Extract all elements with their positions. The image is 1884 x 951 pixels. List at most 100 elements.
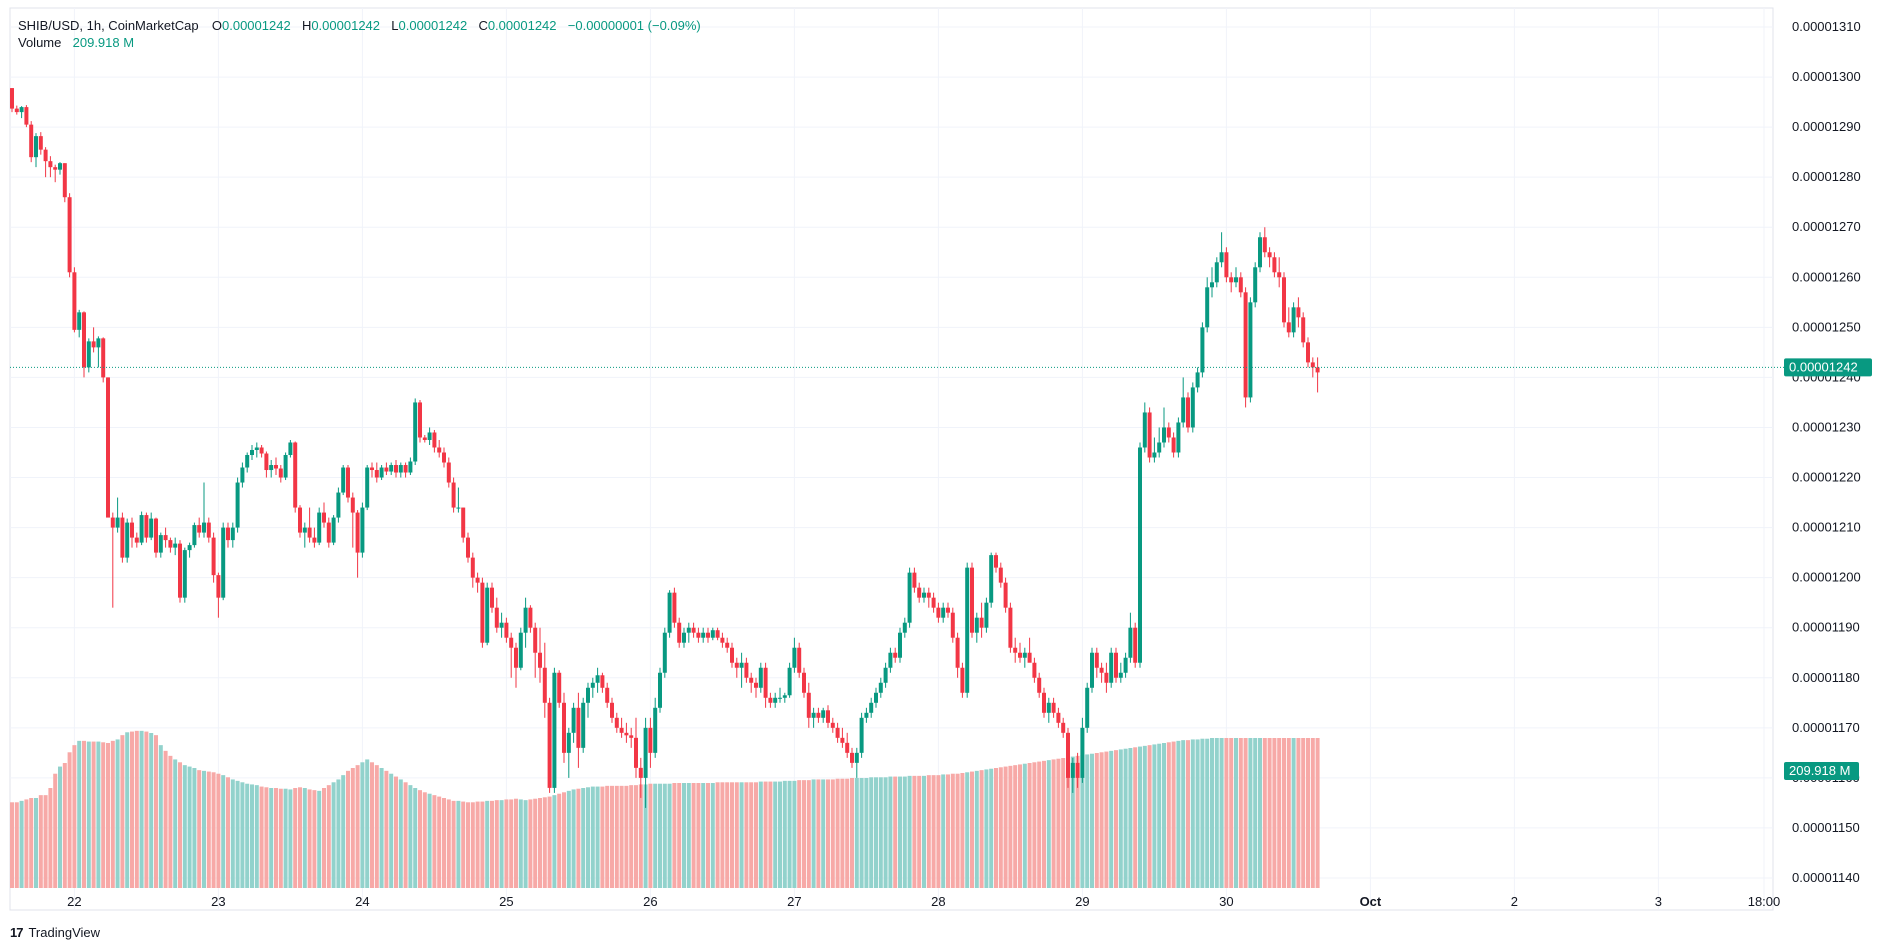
candle-body (586, 687, 590, 703)
volume-bar (566, 790, 571, 888)
candle-body (370, 467, 374, 471)
volume-bar (1186, 740, 1190, 888)
volume-bar (720, 782, 725, 888)
candle-body (293, 442, 298, 508)
volume-bar (610, 785, 614, 888)
volume-bar (1238, 738, 1243, 888)
price-badge-bg (1784, 358, 1872, 377)
candle-body (816, 712, 821, 718)
candle-body (1200, 327, 1205, 373)
volume-bar (845, 778, 850, 888)
volume-bar (1277, 738, 1282, 888)
volume-bar (398, 779, 403, 888)
volume-bar (710, 783, 715, 888)
candle-body (888, 652, 893, 668)
volume-bar (648, 783, 653, 888)
candle-body (893, 652, 898, 658)
volume-bar (1296, 738, 1301, 888)
candle-body (835, 727, 840, 738)
symbol-title[interactable]: SHIB/USD, 1h, CoinMarketCap (18, 18, 199, 33)
ohlc-row: SHIB/USD, 1h, CoinMarketCap O0.00001242 … (18, 17, 701, 34)
volume-bar (10, 802, 14, 888)
volume-bar (125, 732, 130, 888)
volume-bar (840, 778, 845, 888)
volume-bar (797, 780, 802, 888)
candle-body (734, 662, 739, 668)
volume-bar (1286, 738, 1291, 888)
candle-body (610, 702, 614, 718)
candle-body (134, 537, 139, 543)
volume-bar (691, 783, 696, 888)
volume-bar (917, 775, 922, 888)
candle-body (576, 707, 581, 748)
y-tick-label: 0.00001190 (1792, 620, 1860, 635)
volume-label[interactable]: Volume (18, 35, 62, 50)
candle-body (427, 432, 432, 440)
candle-body (67, 197, 72, 273)
candle-body (682, 632, 686, 643)
volume-bar (859, 778, 864, 888)
volume-bar (211, 772, 216, 888)
candle-body (278, 468, 283, 478)
volume-bar (677, 783, 682, 888)
volume-bar (446, 799, 451, 888)
candle-body (1301, 317, 1306, 343)
candle-body (1162, 427, 1166, 443)
candle-body (696, 632, 701, 638)
price-badge-label: 0.00001242 (1789, 359, 1858, 374)
candle-body (677, 622, 682, 643)
candle-body (437, 447, 442, 453)
volume-bar (53, 773, 58, 888)
candle-body (792, 647, 797, 668)
volume-bar (475, 801, 480, 888)
volume-bar (547, 796, 552, 888)
volume-bar (998, 767, 1003, 888)
candle-body (307, 527, 312, 538)
volume-bar (538, 798, 542, 888)
volume-bar (744, 782, 749, 888)
candle-body (1142, 412, 1147, 448)
x-tick-label: 2 (1511, 894, 1518, 909)
candle-body (1157, 442, 1162, 453)
volume-bar (1301, 738, 1306, 888)
candle-body (317, 512, 322, 543)
volume-bar (1008, 765, 1013, 888)
volume-bar (1147, 745, 1152, 888)
footer-brand[interactable]: 17 TradingView (10, 925, 100, 940)
volume-bar (1018, 764, 1022, 888)
candle-body (1056, 712, 1061, 723)
candlestick-series (10, 88, 1320, 808)
time-axis[interactable]: 22 23 24 25 26 27 28 29 30 Oct 2 3 18:00 (67, 894, 1780, 909)
candle-body (1152, 452, 1157, 458)
volume-bar (437, 796, 442, 888)
candle-body (394, 465, 398, 473)
volume-bar (451, 800, 456, 888)
volume-bar (1037, 761, 1042, 888)
candle-body (629, 735, 634, 738)
x-tick-label: 29 (1075, 894, 1089, 909)
x-tick-label: 27 (787, 894, 801, 909)
candle-body (1046, 702, 1051, 713)
candle-body (1080, 727, 1085, 778)
candle-body (1118, 672, 1123, 678)
candle-body (221, 527, 226, 598)
volume-bar (725, 782, 730, 888)
candle-body (730, 647, 734, 663)
candle-body (1253, 267, 1258, 303)
candle-body (187, 545, 192, 551)
volume-bar (470, 802, 475, 888)
candle-body (466, 537, 470, 558)
x-tick-label: 3 (1655, 894, 1662, 909)
y-tick-label: 0.00001250 (1792, 319, 1861, 334)
volume-bar (317, 790, 322, 888)
volume-bar (662, 783, 667, 888)
volume-bar (581, 788, 586, 888)
candle-body (850, 752, 854, 763)
x-tick-label: 18:00 (1748, 894, 1781, 909)
price-axis[interactable]: 0.000011400.000011500.000011600.00001170… (1792, 19, 1861, 885)
candle-body (110, 517, 115, 528)
candle-body (840, 737, 845, 743)
candle-body (130, 522, 134, 538)
candle-body (490, 587, 494, 608)
